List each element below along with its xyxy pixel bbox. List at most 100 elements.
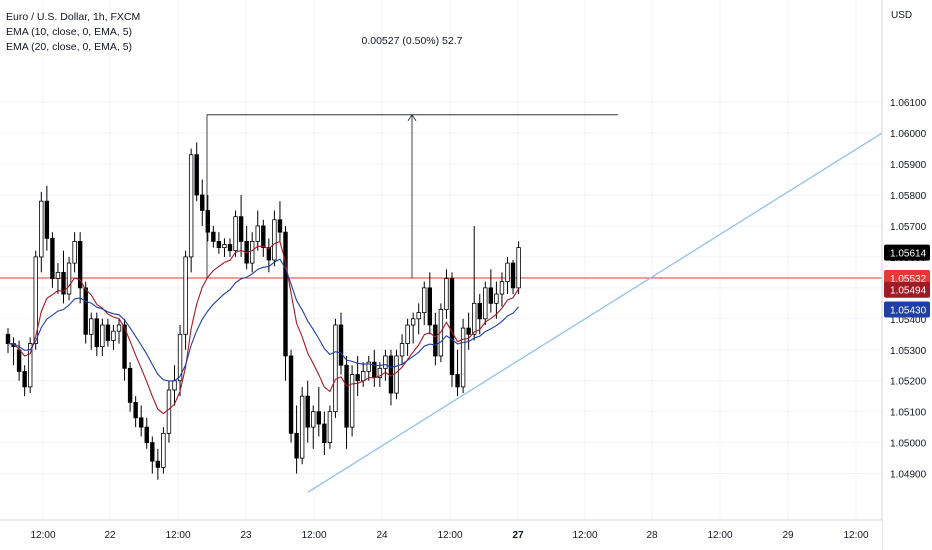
- candle-body: [294, 432, 299, 459]
- time-tick-label: 12:00: [301, 530, 326, 541]
- candle-body: [444, 278, 449, 310]
- candle-body: [194, 154, 199, 196]
- legend-ema-slow[interactable]: EMA (20, close, 0, EMA, 5): [6, 41, 133, 53]
- candle-body: [427, 287, 432, 326]
- candle-body: [200, 194, 205, 211]
- candle-body: [166, 389, 172, 434]
- candle-body: [499, 281, 505, 295]
- price-tick-label: 1.05200: [890, 377, 927, 388]
- price-label-badge: [884, 244, 930, 261]
- candles-layer: [5, 142, 521, 480]
- drawings-layer: 0.00527 (0.50%) 52.7: [0, 35, 883, 493]
- candle-body: [399, 343, 405, 357]
- candle-body: [22, 371, 27, 388]
- price-tick-label: 1.05300: [890, 346, 927, 357]
- candle-body: [161, 432, 166, 468]
- legend-ema-fast[interactable]: EMA (10, close, 0, EMA, 5): [6, 26, 133, 38]
- time-axis-bg: [0, 520, 882, 550]
- candle-body: [355, 374, 360, 382]
- candle-body: [122, 324, 127, 369]
- candle-body: [255, 225, 260, 242]
- candle-body: [477, 302, 482, 320]
- candle-body: [33, 256, 38, 344]
- candle-body: [100, 324, 105, 348]
- candle-body: [227, 244, 233, 252]
- candle-body: [133, 401, 138, 419]
- candle-body: [510, 262, 516, 289]
- candle-body: [238, 216, 244, 242]
- candle-body: [72, 241, 77, 264]
- price-tick-label: 1.05100: [890, 408, 927, 419]
- candle-body: [516, 247, 521, 289]
- price-tick-label: 1.06000: [890, 129, 927, 140]
- candle-body: [138, 417, 144, 428]
- price-tick-label: 1.04900: [890, 470, 927, 481]
- chart-legend: Euro / U.S. Dollar, 1h, FXCM EMA (10, cl…: [6, 10, 140, 55]
- candle-body: [111, 330, 116, 341]
- candle-body: [216, 241, 222, 249]
- candle-body: [394, 355, 399, 394]
- candle-body: [460, 327, 466, 388]
- candle-body: [288, 355, 294, 434]
- measure-label: 0.00527 (0.50%) 52.7: [362, 35, 463, 47]
- candle-body: [344, 364, 349, 428]
- candle-body: [127, 367, 133, 403]
- price-tick-label: 1.06100: [890, 98, 927, 109]
- candle-body: [105, 324, 111, 341]
- candle-body: [172, 380, 177, 391]
- candle-body: [466, 327, 471, 335]
- candle-body: [144, 426, 149, 444]
- time-axis[interactable]: 12:00 22 12:00 23 12:00 24 12:00 27 12:00 28 12:00…: [0, 519, 882, 550]
- time-tick-label: 28: [646, 530, 658, 541]
- time-tick-label: 12:00: [707, 530, 732, 541]
- time-tick-label: 12:00: [165, 530, 190, 541]
- candle-body: [77, 241, 83, 289]
- ema-20-line: [7, 258, 520, 382]
- candle-body: [505, 262, 510, 283]
- candle-body: [16, 349, 22, 372]
- candle-body: [150, 442, 155, 462]
- candle-body: [433, 324, 438, 357]
- candle-body: [311, 411, 316, 428]
- candle-body: [416, 312, 421, 320]
- candle-body: [327, 411, 333, 444]
- price-axis[interactable]: USD 1.06100 1.06000 1.05900 1.05800 1.05700 1.…: [881, 0, 932, 550]
- candle-body: [222, 244, 227, 249]
- time-tick-label: 12:00: [572, 530, 597, 541]
- time-tick-label: 24: [376, 530, 388, 541]
- candle-body: [61, 271, 66, 295]
- candle-body: [155, 460, 161, 468]
- axis-unit-label: USD: [891, 10, 912, 21]
- candle-body: [471, 302, 477, 335]
- candle-body: [94, 318, 99, 348]
- candle-body: [422, 287, 427, 314]
- candle-body: [44, 200, 50, 239]
- time-tick-label: 12:00: [30, 530, 55, 541]
- candle-body: [449, 278, 455, 375]
- candle-body: [494, 293, 499, 304]
- time-tick-label: 27: [512, 530, 524, 541]
- candle-body: [410, 318, 416, 326]
- candle-body: [272, 219, 277, 261]
- candle-body: [322, 423, 327, 444]
- candle-body: [183, 256, 188, 335]
- candle-body: [383, 355, 388, 369]
- ema-10-line: [7, 240, 520, 415]
- candle-body: [283, 231, 288, 357]
- candle-body: [349, 374, 355, 428]
- legend-symbol[interactable]: Euro / U.S. Dollar, 1h, FXCM: [6, 11, 141, 23]
- time-tick-label: 23: [240, 530, 252, 541]
- candle-body: [305, 395, 310, 428]
- measure-arrow-head: [407, 114, 417, 122]
- candle-body: [66, 262, 72, 295]
- price-tick-label: 1.05800: [890, 191, 927, 202]
- price-label-badge: [884, 281, 930, 298]
- price-tick-label: 1.05900: [890, 160, 927, 171]
- candle-body: [233, 216, 238, 252]
- time-tick-label: 29: [782, 530, 794, 541]
- time-tick-label: 22: [104, 530, 116, 541]
- candle-body: [177, 333, 183, 382]
- price-label-text: 1.05430: [890, 306, 927, 317]
- candle-body: [116, 324, 122, 332]
